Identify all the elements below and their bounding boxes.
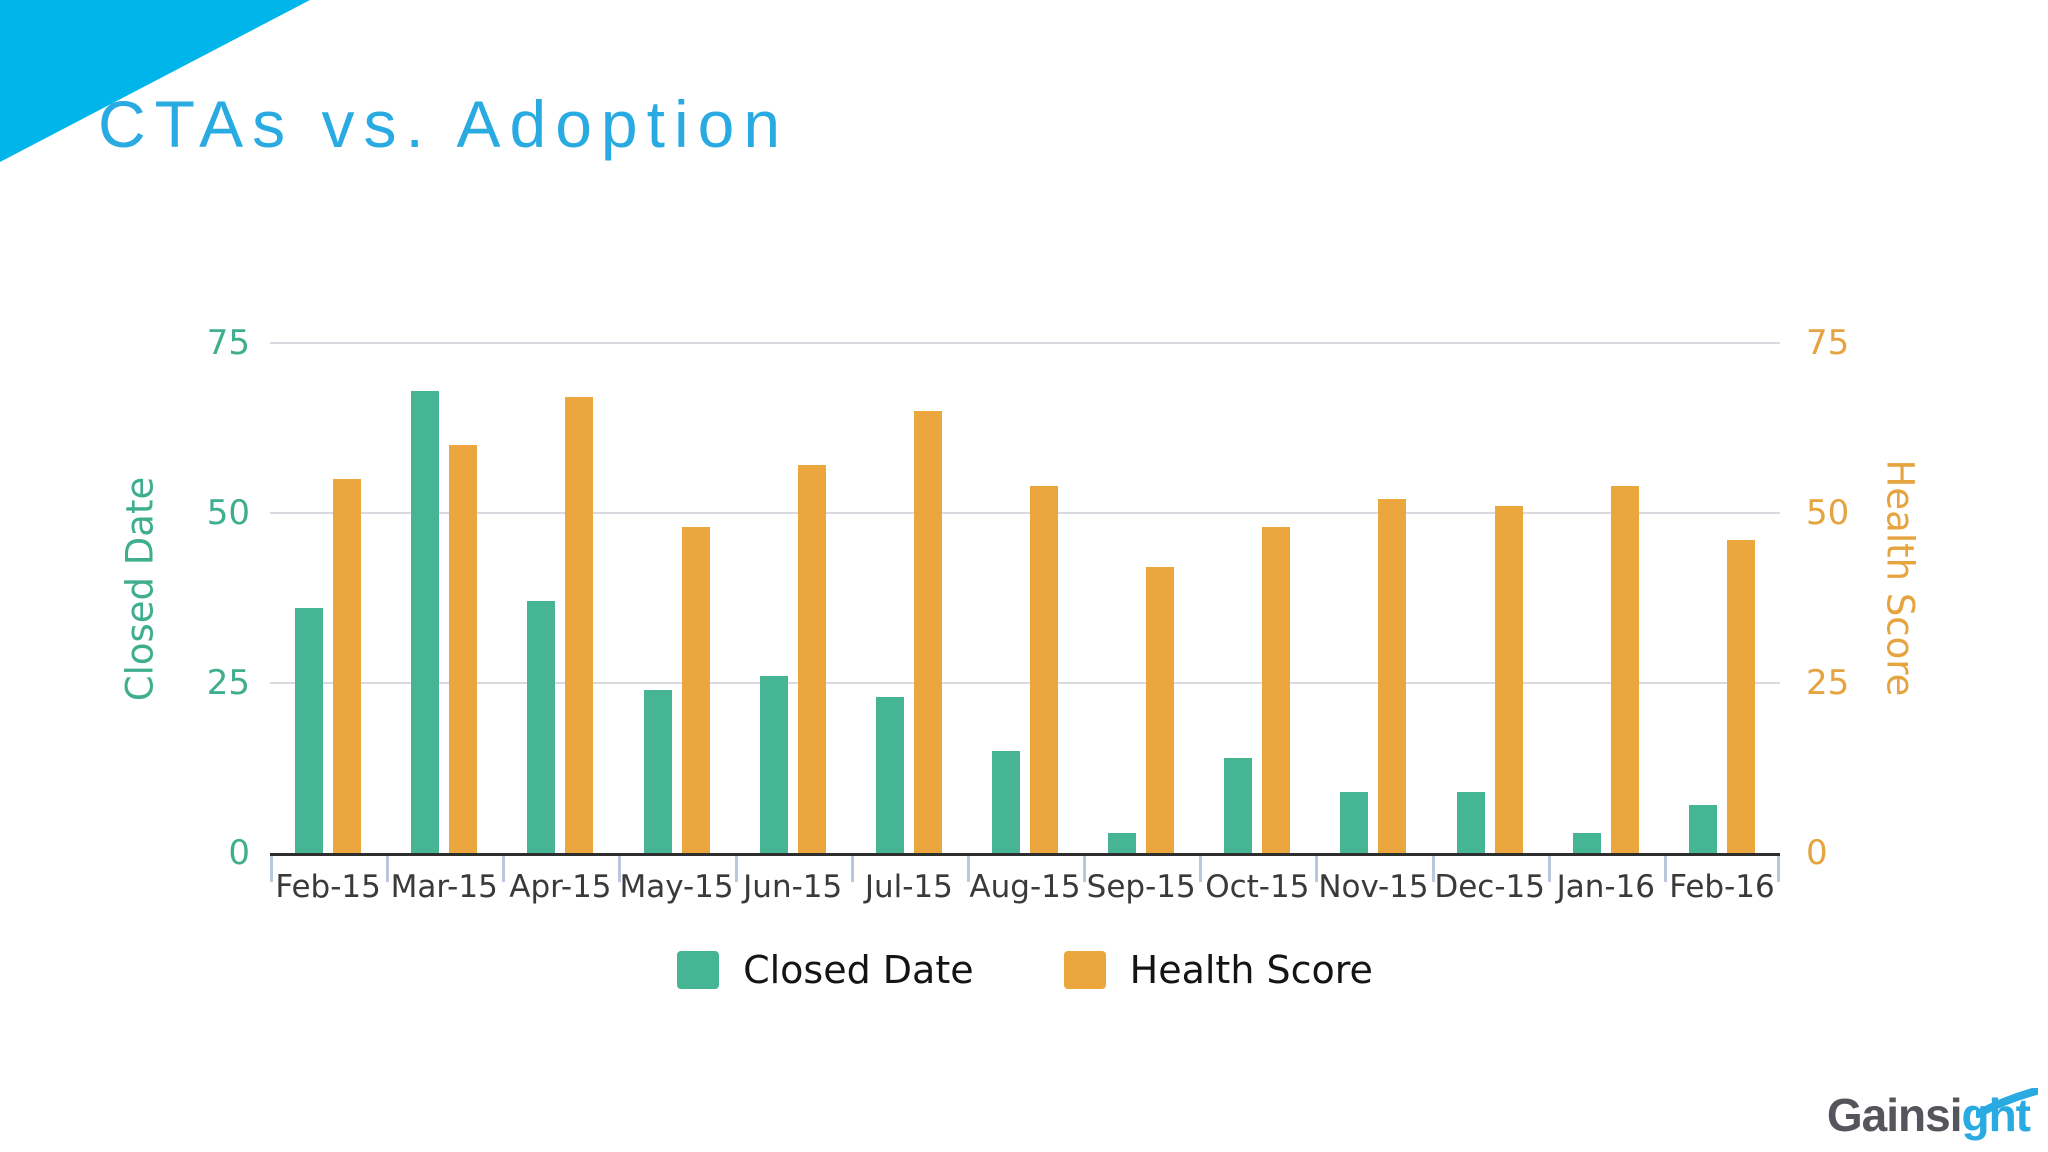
bar-group-May-15: May-15 <box>618 280 734 905</box>
bar-health-score-Sep-15 <box>1146 567 1175 853</box>
logo-text-gray: Gainsi <box>1826 1089 1963 1141</box>
page-title: CTAs vs. Adoption <box>98 87 790 161</box>
right-axis-tick-0: 0 <box>1806 833 1828 873</box>
bar-closed-date-Jan-16 <box>1572 832 1601 853</box>
x-axis-tick-11 <box>1547 856 1551 882</box>
bar-health-score-Jun-15 <box>797 465 826 853</box>
x-axis-label-Aug-15: Aug-15 <box>969 869 1081 905</box>
bar-group-Feb-15: Feb-15 <box>270 280 386 905</box>
right-axis-tick-75: 75 <box>1806 323 1850 363</box>
bar-group-Aug-15: Aug-15 <box>967 280 1083 905</box>
bar-group-Oct-15: Oct-15 <box>1199 280 1315 905</box>
bar-group-Feb-16: Feb-16 <box>1664 280 1780 905</box>
legend-label-health-score: Health Score <box>1129 948 1373 992</box>
bar-health-score-Oct-15 <box>1262 526 1291 853</box>
bar-group-Jun-15: Jun-15 <box>735 280 851 905</box>
triangle-shape <box>0 0 310 162</box>
x-axis-label-Apr-15: Apr-15 <box>509 869 612 905</box>
bar-closed-date-May-15 <box>643 689 672 853</box>
bar-group-Nov-15: Nov-15 <box>1315 280 1431 905</box>
x-axis-tick-1 <box>386 856 390 882</box>
x-axis-label-Jan-16: Jan-16 <box>1556 869 1655 905</box>
x-axis-tick-8 <box>1199 856 1203 882</box>
right-axis-tick-50: 50 <box>1806 493 1850 533</box>
bar-health-score-Jan-16 <box>1610 485 1639 853</box>
x-axis-label-Jun-15: Jun-15 <box>743 869 843 905</box>
gainsight-logo: Gainsight <box>1826 1088 2038 1144</box>
bar-health-score-Aug-15 <box>1030 485 1059 853</box>
bar-closed-date-Mar-15 <box>411 390 440 853</box>
chart-legend: Closed Date Health Score <box>270 948 1780 992</box>
x-axis-label-Oct-15: Oct-15 <box>1205 869 1310 905</box>
bar-closed-date-Feb-15 <box>295 608 324 853</box>
plot-area: Closed Date Health Score 0 25 50 75 0 25 50 75 F… <box>119 280 1922 905</box>
left-axis-tick-25: 25 <box>206 663 250 703</box>
left-axis-title: Closed Date <box>118 477 162 702</box>
x-axis-tick-0 <box>270 856 273 882</box>
bar-closed-date-Jun-15 <box>759 676 788 853</box>
x-axis-tick-7 <box>1083 856 1087 882</box>
bar-closed-date-Sep-15 <box>1108 832 1137 853</box>
right-axis-tick-25: 25 <box>1806 663 1850 703</box>
x-axis-label-Dec-15: Dec-15 <box>1434 869 1545 905</box>
x-axis-label-Nov-15: Nov-15 <box>1318 869 1429 905</box>
legend-swatch-health-score <box>1063 951 1106 989</box>
bar-closed-date-Aug-15 <box>992 751 1021 853</box>
bar-health-score-Feb-15 <box>333 479 362 853</box>
x-axis-tick-6 <box>966 856 970 882</box>
left-axis-tick-50: 50 <box>206 493 250 533</box>
legend-item-health-score: Health Score <box>1063 948 1373 992</box>
legend-label-closed-date: Closed Date <box>743 948 974 992</box>
logo-swoosh-icon <box>1976 1088 2038 1118</box>
legend-swatch-closed-date <box>677 951 720 989</box>
x-axis-tick-3 <box>618 856 622 882</box>
bar-health-score-Nov-15 <box>1378 499 1407 853</box>
bar-health-score-Jul-15 <box>913 411 942 853</box>
bar-group-Mar-15: Mar-15 <box>386 280 502 905</box>
gridline-50 <box>270 512 1780 514</box>
bar-group-Apr-15: Apr-15 <box>502 280 618 905</box>
x-axis-tick-13 <box>1777 856 1780 882</box>
bar-health-score-May-15 <box>681 526 710 853</box>
x-axis-tick-10 <box>1431 856 1435 882</box>
x-axis-label-Sep-15: Sep-15 <box>1086 869 1196 905</box>
x-axis-label-Mar-15: Mar-15 <box>390 869 498 905</box>
bar-closed-date-Oct-15 <box>1224 757 1253 853</box>
left-axis-tick-75: 75 <box>206 323 250 363</box>
x-axis-label-Feb-15: Feb-15 <box>275 869 381 905</box>
gridline-25 <box>270 682 1780 684</box>
x-axis-tick-4 <box>734 856 738 882</box>
bar-health-score-Mar-15 <box>449 445 478 853</box>
bar-closed-date-Feb-16 <box>1688 805 1717 853</box>
bar-groups: Feb-15 Mar-15 Apr-15 May-15 Jun-15 Jul-15 Aug-… <box>270 280 1780 905</box>
left-axis-tick-0: 0 <box>228 833 250 873</box>
x-axis-tick-12 <box>1663 856 1667 882</box>
bar-health-score-Dec-15 <box>1494 506 1523 853</box>
legend-item-closed-date: Closed Date <box>677 948 974 992</box>
x-axis-label-Jul-15: Jul-15 <box>864 869 953 905</box>
x-axis-label-May-15: May-15 <box>619 869 734 905</box>
bar-closed-date-Nov-15 <box>1340 791 1369 853</box>
bar-group-Sep-15: Sep-15 <box>1083 280 1199 905</box>
bar-health-score-Feb-16 <box>1726 540 1755 853</box>
bar-closed-date-Apr-15 <box>527 601 556 853</box>
x-axis-tick-9 <box>1315 856 1319 882</box>
x-axis-tick-2 <box>502 856 506 882</box>
bar-health-score-Apr-15 <box>565 397 594 853</box>
x-axis-label-Feb-16: Feb-16 <box>1669 869 1775 905</box>
bar-group-Jul-15: Jul-15 <box>851 280 967 905</box>
bar-closed-date-Jul-15 <box>875 696 904 853</box>
corner-triangle-decoration <box>0 0 310 162</box>
gridline-75 <box>270 342 1780 344</box>
bar-group-Jan-16: Jan-16 <box>1548 280 1664 905</box>
bar-closed-date-Dec-15 <box>1456 791 1485 853</box>
bar-group-Dec-15: Dec-15 <box>1432 280 1548 905</box>
x-axis-tick-5 <box>850 856 854 882</box>
